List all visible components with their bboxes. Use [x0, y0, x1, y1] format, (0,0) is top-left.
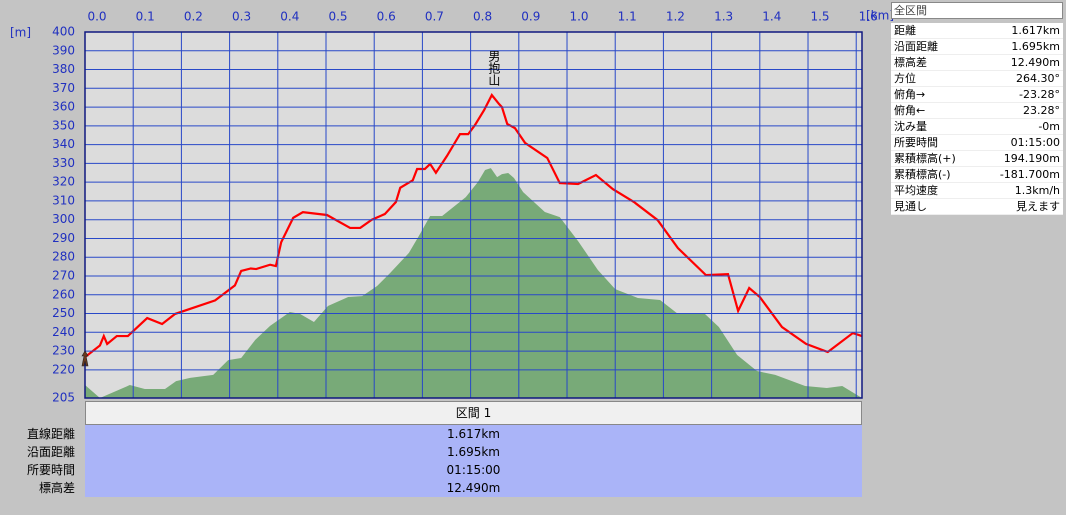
profile-line: [84, 93, 863, 358]
summary-value: -181.700m: [999, 168, 1060, 181]
x-tick-label: 1.0: [569, 10, 588, 24]
x-tick-label: 0.9: [521, 10, 540, 24]
summary-value: 12.490m: [1010, 56, 1060, 69]
summary-value: 264.30°: [1016, 72, 1060, 85]
segment-title: 区間 1: [85, 401, 862, 425]
summary-label: 俯角←: [894, 104, 926, 117]
summary-value: 194.190m: [1003, 152, 1060, 165]
summary-label: 距離: [894, 24, 916, 37]
summary-row: 沿面距離 1.695km: [891, 39, 1063, 55]
summary-row: 距離 1.617km: [891, 23, 1063, 39]
summary-value: -23.28°: [1019, 88, 1060, 101]
y-tick-label: 360: [52, 100, 75, 114]
x-tick-label: 0.2: [184, 10, 203, 24]
y-tick-label: 260: [52, 287, 75, 301]
segment-table: 区間 1 直線距離 1.617km 沿面距離 1.695km 所要時間 01:15:00 標…: [27, 401, 862, 497]
summary-label: 標高差: [894, 56, 927, 69]
summary-value: 01:15:00: [1010, 136, 1060, 149]
x-unit: [km]: [866, 9, 894, 23]
summary-label: 沈み量: [894, 120, 927, 133]
segment-row: 直線距離 1.617km: [27, 425, 862, 443]
summary-row: 俯角→ -23.28°: [891, 87, 1063, 103]
plot-border: [84, 31, 863, 399]
segment-row: 沿面距離 1.695km: [27, 443, 862, 461]
segment-label: 所要時間: [26, 463, 75, 477]
summary-row: 累積標高(+) 194.190m: [891, 151, 1063, 167]
x-tick-label: 1.5: [810, 10, 829, 24]
terrain-area: [85, 168, 862, 398]
segment-label: 標高差: [38, 481, 75, 495]
y-tick-label: 205: [52, 391, 75, 405]
segment-row: 標高差 12.490m: [39, 479, 862, 497]
segment-label: 直線距離: [26, 427, 75, 441]
summary-row: 沈み量 -0m: [891, 119, 1063, 135]
summary-value: -0m: [1038, 120, 1060, 133]
segment-value: 1.617km: [447, 427, 500, 441]
segment-value: 01:15:00: [446, 463, 501, 477]
y-tick-label: 300: [52, 212, 75, 226]
y-tick-label: 310: [52, 193, 75, 207]
y-tick-label: 220: [52, 362, 75, 376]
summary-label: 平均速度: [894, 184, 938, 197]
start-marker: [81, 350, 89, 367]
x-tick-label: 0.4: [280, 10, 299, 24]
segment-value: 1.695km: [447, 445, 500, 459]
y-tick-label: 330: [52, 156, 75, 170]
summary-label: 沿面距離: [894, 40, 938, 53]
x-tick-label: 0.6: [377, 10, 396, 24]
x-tick-label: 1.4: [762, 10, 781, 24]
summary-row: 所要時間 01:15:00: [891, 135, 1063, 151]
x-tick-label: 1.2: [666, 10, 685, 24]
summary-row: 方位 264.30°: [891, 71, 1063, 87]
y-tick-label: 290: [52, 231, 75, 245]
summary-label: 累積標高(-): [894, 168, 951, 181]
y-tick-label: 370: [52, 81, 75, 95]
segment-label: 沿面距離: [26, 445, 75, 459]
summary-row: 平均速度 1.3km/h: [891, 183, 1063, 199]
x-tick-label: 1.1: [618, 10, 637, 24]
y-tick-label: 230: [52, 344, 75, 358]
y-tick-label: 340: [52, 137, 75, 151]
peak-annotation: 男抱山: [487, 50, 501, 86]
y-tick-label: 400: [52, 25, 75, 39]
x-tick-label: 1.3: [714, 10, 733, 24]
y-tick-label: 270: [52, 269, 75, 283]
x-tick-label: 0.7: [425, 10, 444, 24]
summary-value: 1.617km: [1011, 24, 1060, 37]
x-tick-label: 0.3: [232, 10, 251, 24]
x-tick-label: 0.0: [87, 10, 106, 24]
x-tick-label: 0.8: [473, 10, 492, 24]
y-tick-label: 250: [52, 306, 75, 320]
summary-label: 俯角→: [894, 88, 926, 101]
y-tick-label: 350: [52, 118, 75, 132]
summary-label: 見通し: [894, 200, 927, 213]
summary-label: 累積標高(+): [894, 152, 956, 165]
x-tick-label: 1.6: [859, 10, 878, 24]
summary-row: 累積標高(-) -181.700m: [891, 167, 1063, 183]
summary-panel: 全区間 距離 1.617km 沿面距離 1.695km 標高差 12.490m 方位 264.…: [891, 2, 1063, 215]
summary-row: 標高差 12.490m: [891, 55, 1063, 71]
summary-row: 見通し 見えます: [891, 199, 1063, 215]
summary-value: 1.695km: [1011, 40, 1060, 53]
summary-value: 見えます: [1016, 200, 1060, 213]
y-tick-label: 280: [52, 250, 75, 264]
x-tick-label: 0.5: [328, 10, 347, 24]
summary-row: 俯角← 23.28°: [891, 103, 1063, 119]
y-unit: [m]: [10, 26, 31, 40]
summary-label: 方位: [894, 72, 916, 85]
summary-value: 1.3km/h: [1014, 184, 1060, 197]
segment-value: 12.490m: [446, 481, 501, 495]
y-tick-label: 390: [52, 43, 75, 57]
segment-row: 所要時間 01:15:00: [27, 461, 862, 479]
y-tick-label: 240: [52, 325, 75, 339]
summary-value: 23.28°: [1023, 104, 1060, 117]
summary-label: 所要時間: [894, 136, 938, 149]
y-tick-label: 380: [52, 62, 75, 76]
summary-title: 全区間: [891, 2, 1063, 19]
y-tick-label: 320: [52, 175, 75, 189]
x-tick-label: 0.1: [136, 10, 155, 24]
